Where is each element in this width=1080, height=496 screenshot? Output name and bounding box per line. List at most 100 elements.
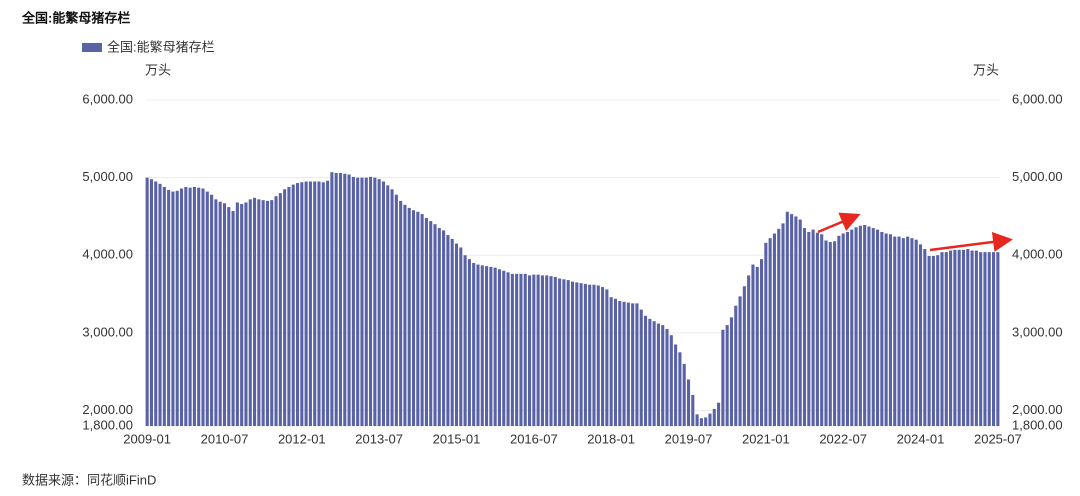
bar [622, 301, 626, 426]
bar [914, 239, 918, 426]
bar [811, 229, 815, 426]
bar [613, 298, 618, 426]
bar [437, 228, 441, 426]
bar [317, 181, 321, 426]
bar [231, 210, 235, 426]
bar [953, 249, 957, 426]
bar [244, 202, 248, 426]
bar [175, 190, 179, 426]
bar [184, 186, 188, 426]
bar [755, 266, 759, 426]
bar [210, 194, 214, 426]
bar [545, 275, 549, 426]
bar [996, 252, 1000, 426]
bar [394, 194, 398, 426]
bar [893, 236, 897, 426]
bar [802, 228, 807, 426]
bar [489, 266, 493, 426]
bar [377, 179, 381, 426]
bar [970, 250, 974, 426]
bar [446, 235, 450, 426]
bar [725, 325, 729, 426]
x-tick-label: 2009-01 [123, 431, 171, 446]
x-tick-label: 2024-01 [897, 431, 945, 446]
bar [420, 214, 424, 426]
bar [669, 335, 673, 426]
bar [618, 301, 622, 426]
bar [291, 184, 295, 426]
bar [485, 266, 489, 426]
y-tick-label: 3,000.00 [82, 324, 133, 339]
bar [729, 317, 734, 426]
bar [162, 186, 166, 426]
bar [197, 187, 201, 426]
bar [734, 305, 738, 426]
bar [901, 238, 905, 426]
bar [884, 233, 888, 426]
bar [553, 276, 557, 426]
bar [274, 196, 278, 426]
bar [807, 231, 811, 426]
bar [798, 219, 802, 426]
bar [785, 211, 789, 426]
bar [214, 199, 218, 426]
bar [583, 283, 587, 426]
bar [558, 278, 562, 426]
x-tick-label: 2021-01 [742, 431, 790, 446]
bar [227, 207, 231, 426]
bar [841, 233, 845, 426]
bar [867, 226, 871, 426]
bar [888, 234, 892, 426]
bar [626, 302, 630, 426]
bar [261, 200, 265, 426]
bar [532, 274, 536, 426]
bar [248, 199, 252, 426]
annotation-arrow [929, 231, 1013, 252]
bar [523, 273, 527, 426]
bar [686, 379, 691, 426]
bar [983, 252, 987, 426]
bar [871, 228, 875, 426]
bar [179, 188, 184, 426]
bar [661, 325, 665, 426]
bar [631, 303, 635, 426]
bar [253, 197, 257, 426]
bar [927, 256, 931, 426]
bar [295, 183, 300, 426]
bar [588, 284, 592, 426]
bar [961, 249, 966, 426]
bar [691, 394, 695, 426]
bar [918, 244, 923, 426]
y2-tick-label: 2,000.00 [1012, 402, 1063, 417]
bar [738, 296, 742, 426]
bar [742, 286, 746, 426]
bar [381, 181, 386, 426]
bar [579, 283, 583, 426]
y2-tick-label: 4,000.00 [1012, 247, 1063, 262]
bar [906, 236, 910, 426]
bar [845, 231, 850, 426]
bar [897, 236, 901, 426]
y-tick-label: 6,000.00 [82, 91, 133, 106]
legend-label[interactable]: 全国:能繁母猪存栏 [107, 39, 215, 54]
bar [278, 193, 282, 426]
bar [562, 279, 566, 426]
bar [790, 214, 794, 426]
bar [373, 177, 377, 426]
bar [777, 228, 781, 426]
x-tick-label: 2018-01 [587, 431, 635, 446]
x-tick-label: 2013-07 [355, 431, 403, 446]
bar [768, 238, 772, 426]
bar [442, 230, 446, 426]
bar [635, 303, 639, 426]
bar [399, 200, 403, 426]
bar [854, 227, 858, 426]
bar [369, 176, 373, 426]
chart-title: 全国:能繁母猪存栏 [21, 10, 130, 25]
bar [300, 182, 304, 426]
y2-tick-label: 6,000.00 [1012, 91, 1063, 106]
bar [540, 275, 544, 426]
bar [270, 200, 274, 426]
bar [665, 328, 669, 426]
